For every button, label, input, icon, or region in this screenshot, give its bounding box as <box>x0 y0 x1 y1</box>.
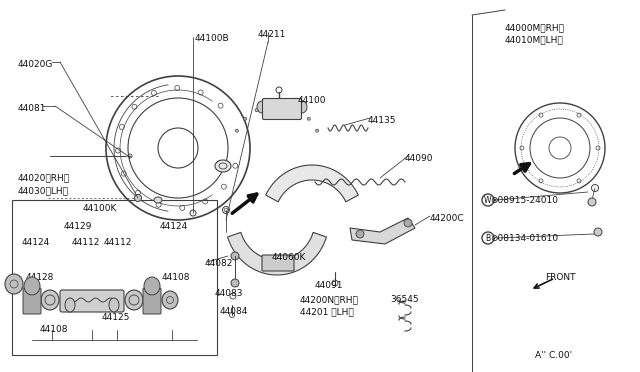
Text: 44081: 44081 <box>18 103 47 112</box>
Text: 44200C: 44200C <box>430 214 465 222</box>
Ellipse shape <box>65 298 75 312</box>
Text: 44112: 44112 <box>104 237 132 247</box>
Text: 44108: 44108 <box>40 326 68 334</box>
Text: 44124: 44124 <box>22 237 51 247</box>
Ellipse shape <box>296 109 299 112</box>
Ellipse shape <box>162 291 178 309</box>
FancyBboxPatch shape <box>262 99 301 119</box>
Ellipse shape <box>255 109 258 112</box>
Text: W: W <box>484 196 492 205</box>
Text: 44100K: 44100K <box>83 203 117 212</box>
Ellipse shape <box>257 101 267 113</box>
Text: 44108: 44108 <box>162 273 191 282</box>
FancyBboxPatch shape <box>143 288 161 314</box>
Text: 44124: 44124 <box>160 221 188 231</box>
Ellipse shape <box>5 274 23 294</box>
Text: 44211: 44211 <box>258 29 286 38</box>
Text: 44100: 44100 <box>298 96 326 105</box>
Ellipse shape <box>316 129 319 132</box>
Text: 44010M〈LH〉: 44010M〈LH〉 <box>505 35 564 45</box>
Ellipse shape <box>244 117 246 120</box>
Text: 44084: 44084 <box>220 308 248 317</box>
FancyBboxPatch shape <box>262 255 294 271</box>
Text: 44020G: 44020G <box>18 60 53 68</box>
Ellipse shape <box>41 290 59 310</box>
Ellipse shape <box>109 298 119 312</box>
Text: 44200N〈RH〉: 44200N〈RH〉 <box>300 295 359 305</box>
Ellipse shape <box>594 228 602 236</box>
Ellipse shape <box>404 219 412 227</box>
Text: 44083: 44083 <box>215 289 243 298</box>
Text: A'' C.00': A'' C.00' <box>535 350 572 359</box>
Ellipse shape <box>356 230 364 238</box>
Text: 44090: 44090 <box>405 154 433 163</box>
FancyBboxPatch shape <box>12 200 217 355</box>
Text: 44020〈RH〉: 44020〈RH〉 <box>18 173 70 183</box>
Text: 44060K: 44060K <box>272 253 307 263</box>
Ellipse shape <box>134 195 141 202</box>
Ellipse shape <box>236 129 239 132</box>
Text: 44082: 44082 <box>205 260 234 269</box>
Ellipse shape <box>24 277 40 295</box>
FancyBboxPatch shape <box>60 290 124 312</box>
Text: 44129: 44129 <box>64 221 92 231</box>
Polygon shape <box>228 232 326 275</box>
Ellipse shape <box>282 258 290 266</box>
Text: 44030〈LH〉: 44030〈LH〉 <box>18 186 69 196</box>
Ellipse shape <box>231 252 239 260</box>
Ellipse shape <box>282 104 285 107</box>
Ellipse shape <box>215 160 231 172</box>
Text: 36545: 36545 <box>390 295 419 305</box>
Text: FRONT: FRONT <box>545 273 575 282</box>
Ellipse shape <box>231 279 239 287</box>
Text: 44135: 44135 <box>368 115 397 125</box>
Text: 44201 〈LH〉: 44201 〈LH〉 <box>300 308 354 317</box>
Text: 44091: 44091 <box>315 280 344 289</box>
Text: 44125: 44125 <box>102 314 131 323</box>
Ellipse shape <box>266 258 274 266</box>
Ellipse shape <box>588 198 596 206</box>
Text: 44100B: 44100B <box>195 33 230 42</box>
FancyBboxPatch shape <box>23 288 41 314</box>
Polygon shape <box>350 218 415 244</box>
Text: ⊗08915-24010: ⊗08915-24010 <box>490 196 558 205</box>
Ellipse shape <box>307 117 310 120</box>
Text: ⊘08134-01610: ⊘08134-01610 <box>490 234 558 243</box>
Ellipse shape <box>268 104 271 107</box>
Ellipse shape <box>144 277 160 295</box>
Ellipse shape <box>154 197 162 203</box>
Text: 44128: 44128 <box>26 273 54 282</box>
Text: 44112: 44112 <box>72 237 100 247</box>
Text: B: B <box>485 234 491 243</box>
Ellipse shape <box>125 290 143 310</box>
Text: 44000M〈RH〉: 44000M〈RH〉 <box>505 23 565 32</box>
Ellipse shape <box>297 101 307 113</box>
Polygon shape <box>266 165 358 202</box>
